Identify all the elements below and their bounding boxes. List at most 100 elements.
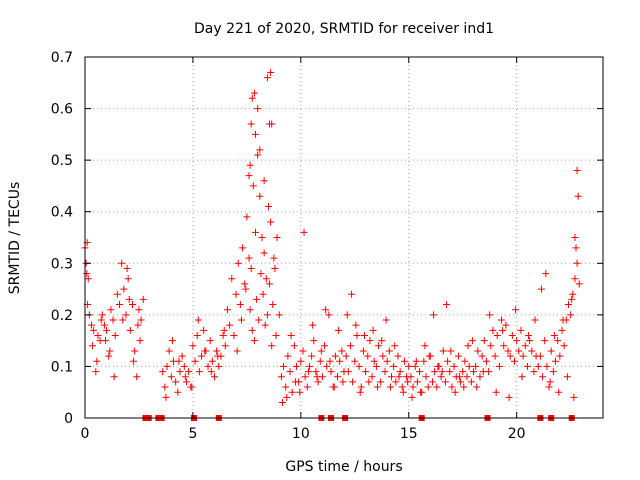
y-tick-label: 0.1 <box>51 359 73 375</box>
data-point <box>431 368 439 376</box>
data-point <box>232 290 240 298</box>
axis-ticks <box>84 56 603 419</box>
data-point <box>98 311 106 319</box>
data-point <box>128 301 136 309</box>
data-point <box>246 161 254 169</box>
data-point <box>519 352 527 360</box>
data-point <box>348 290 356 298</box>
data-point <box>377 378 385 386</box>
data-point <box>555 388 563 396</box>
data-point <box>407 373 415 381</box>
data-point <box>398 383 406 391</box>
data-point <box>342 352 350 360</box>
data-point <box>400 357 408 365</box>
data-point <box>159 368 167 376</box>
data-point <box>195 368 203 376</box>
data-point <box>474 347 482 355</box>
data-point <box>424 383 432 391</box>
data-point <box>299 347 307 355</box>
data-point <box>174 388 182 396</box>
data-point <box>465 362 473 370</box>
data-point <box>309 321 317 329</box>
data-point <box>200 326 208 334</box>
data-point <box>552 357 560 365</box>
data-point <box>267 68 275 76</box>
data-point <box>448 383 456 391</box>
data-point <box>394 352 402 360</box>
data-point <box>282 383 290 391</box>
data-point <box>92 368 100 376</box>
data-point <box>343 311 351 319</box>
data-point <box>130 357 138 365</box>
data-point <box>467 378 475 386</box>
data-point <box>277 373 285 381</box>
data-point <box>370 357 378 365</box>
data-point <box>303 383 311 391</box>
data-point <box>296 388 304 396</box>
y-tick-label: 0.6 <box>51 102 73 118</box>
data-point <box>502 321 510 329</box>
data-point <box>175 357 183 365</box>
data-point <box>214 352 222 360</box>
data-point <box>308 352 316 360</box>
data-point <box>457 378 465 386</box>
data-point <box>124 275 132 283</box>
data-point <box>109 316 117 324</box>
data-point <box>356 388 364 396</box>
data-point <box>97 316 105 324</box>
data-point <box>517 326 525 334</box>
data-point <box>172 378 180 386</box>
chart-title: Day 221 of 2020, SRMTID for receiver ind… <box>194 21 494 37</box>
data-point <box>262 275 270 283</box>
data-point <box>567 311 575 319</box>
data-point <box>420 357 428 365</box>
data-point <box>245 172 253 180</box>
data-point <box>451 388 459 396</box>
data-point <box>375 342 383 350</box>
data-point <box>248 94 256 102</box>
data-point <box>536 352 544 360</box>
data-point <box>425 352 433 360</box>
data-point <box>220 326 228 334</box>
data-point <box>574 192 582 200</box>
data-point <box>476 373 484 381</box>
data-point <box>366 337 374 345</box>
data-point <box>344 368 352 376</box>
data-point <box>126 326 134 334</box>
data-point <box>266 280 274 288</box>
y-tick-label: 0.7 <box>51 50 73 66</box>
data-point <box>381 368 389 376</box>
data-point <box>478 352 486 360</box>
data-point <box>573 259 581 267</box>
data-point <box>191 357 199 365</box>
data-point <box>499 326 507 334</box>
data-point <box>181 373 189 381</box>
data-point <box>234 259 242 267</box>
data-point <box>560 342 568 350</box>
data-point <box>267 218 275 226</box>
data-point <box>321 342 329 350</box>
data-point <box>189 342 197 350</box>
data-point <box>454 352 462 360</box>
data-point <box>135 306 143 314</box>
data-point <box>228 275 236 283</box>
data-point <box>263 311 271 319</box>
data-point <box>491 352 499 360</box>
data-point <box>534 362 542 370</box>
data-point <box>313 373 321 381</box>
data-point <box>404 378 412 386</box>
data-point <box>334 373 342 381</box>
data-point <box>215 362 223 370</box>
data-point <box>523 362 531 370</box>
data-point <box>249 182 257 190</box>
data-point <box>317 347 325 355</box>
data-point <box>250 337 258 345</box>
data-point <box>473 383 481 391</box>
data-point <box>385 347 393 355</box>
data-point <box>339 378 347 386</box>
data-point <box>573 166 581 174</box>
data-point <box>304 368 312 376</box>
data-point <box>351 357 359 365</box>
data-point <box>408 393 416 401</box>
data-point <box>464 342 472 350</box>
